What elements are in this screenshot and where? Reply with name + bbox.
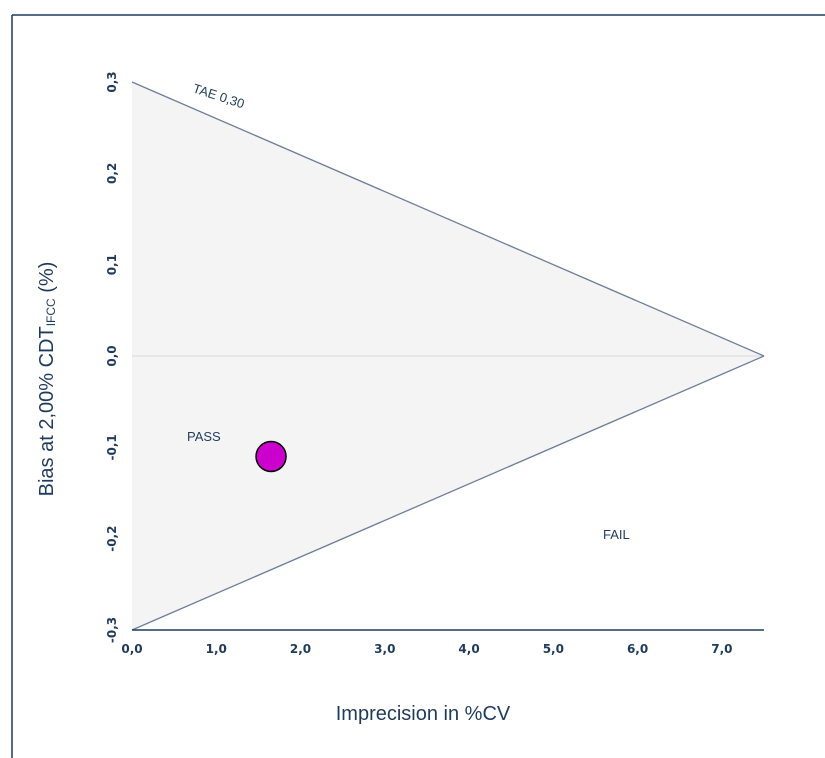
y-tick-label: 0,2 <box>105 163 119 184</box>
y-tick-label: 0,1 <box>105 254 119 275</box>
y-axis-title: Bias at 2,00% CDTIFCC (%) <box>36 262 58 497</box>
y-tick-label: -0,1 <box>105 434 119 460</box>
data-points <box>255 440 287 473</box>
tae-lower-line <box>131 355 765 631</box>
tae-label: TAE 0,30 <box>191 81 246 112</box>
y-tick-label: 0,3 <box>105 71 119 92</box>
fail-label: FAIL <box>603 527 630 542</box>
y-axis-title-subscript: IFCC <box>44 298 58 326</box>
x-tick-label: 2,0 <box>290 642 311 656</box>
x-tick-label: 6,0 <box>627 642 648 656</box>
x-tick-label: 1,0 <box>206 642 227 656</box>
y-tick-labels: -0,3 -0,2 -0,1 0,0 0,1 0,2 0,3 <box>105 71 119 643</box>
y-axis-title-suffix: (%) <box>36 262 58 299</box>
tae-upper-line <box>131 81 765 357</box>
x-tick-label: 5,0 <box>543 642 564 656</box>
pass-label: PASS <box>187 429 221 444</box>
x-tick-label: 3,0 <box>374 642 395 656</box>
y-axis-title-main: Bias at 2,00% CDT <box>36 326 58 496</box>
y-tick-label: -0,2 <box>105 526 119 552</box>
x-tick-label: 7,0 <box>711 642 732 656</box>
x-axis-title: Imprecision in %CV <box>336 703 511 725</box>
x-tick-label: 4,0 <box>458 642 479 656</box>
x-tick-labels: 0,0 1,0 2,0 3,0 4,0 5,0 6,0 7,0 <box>121 642 732 656</box>
x-tick-label: 0,0 <box>121 642 142 656</box>
y-tick-label: 0,0 <box>105 345 119 366</box>
data-point <box>255 440 287 473</box>
y-tick-label: -0,3 <box>105 617 119 643</box>
